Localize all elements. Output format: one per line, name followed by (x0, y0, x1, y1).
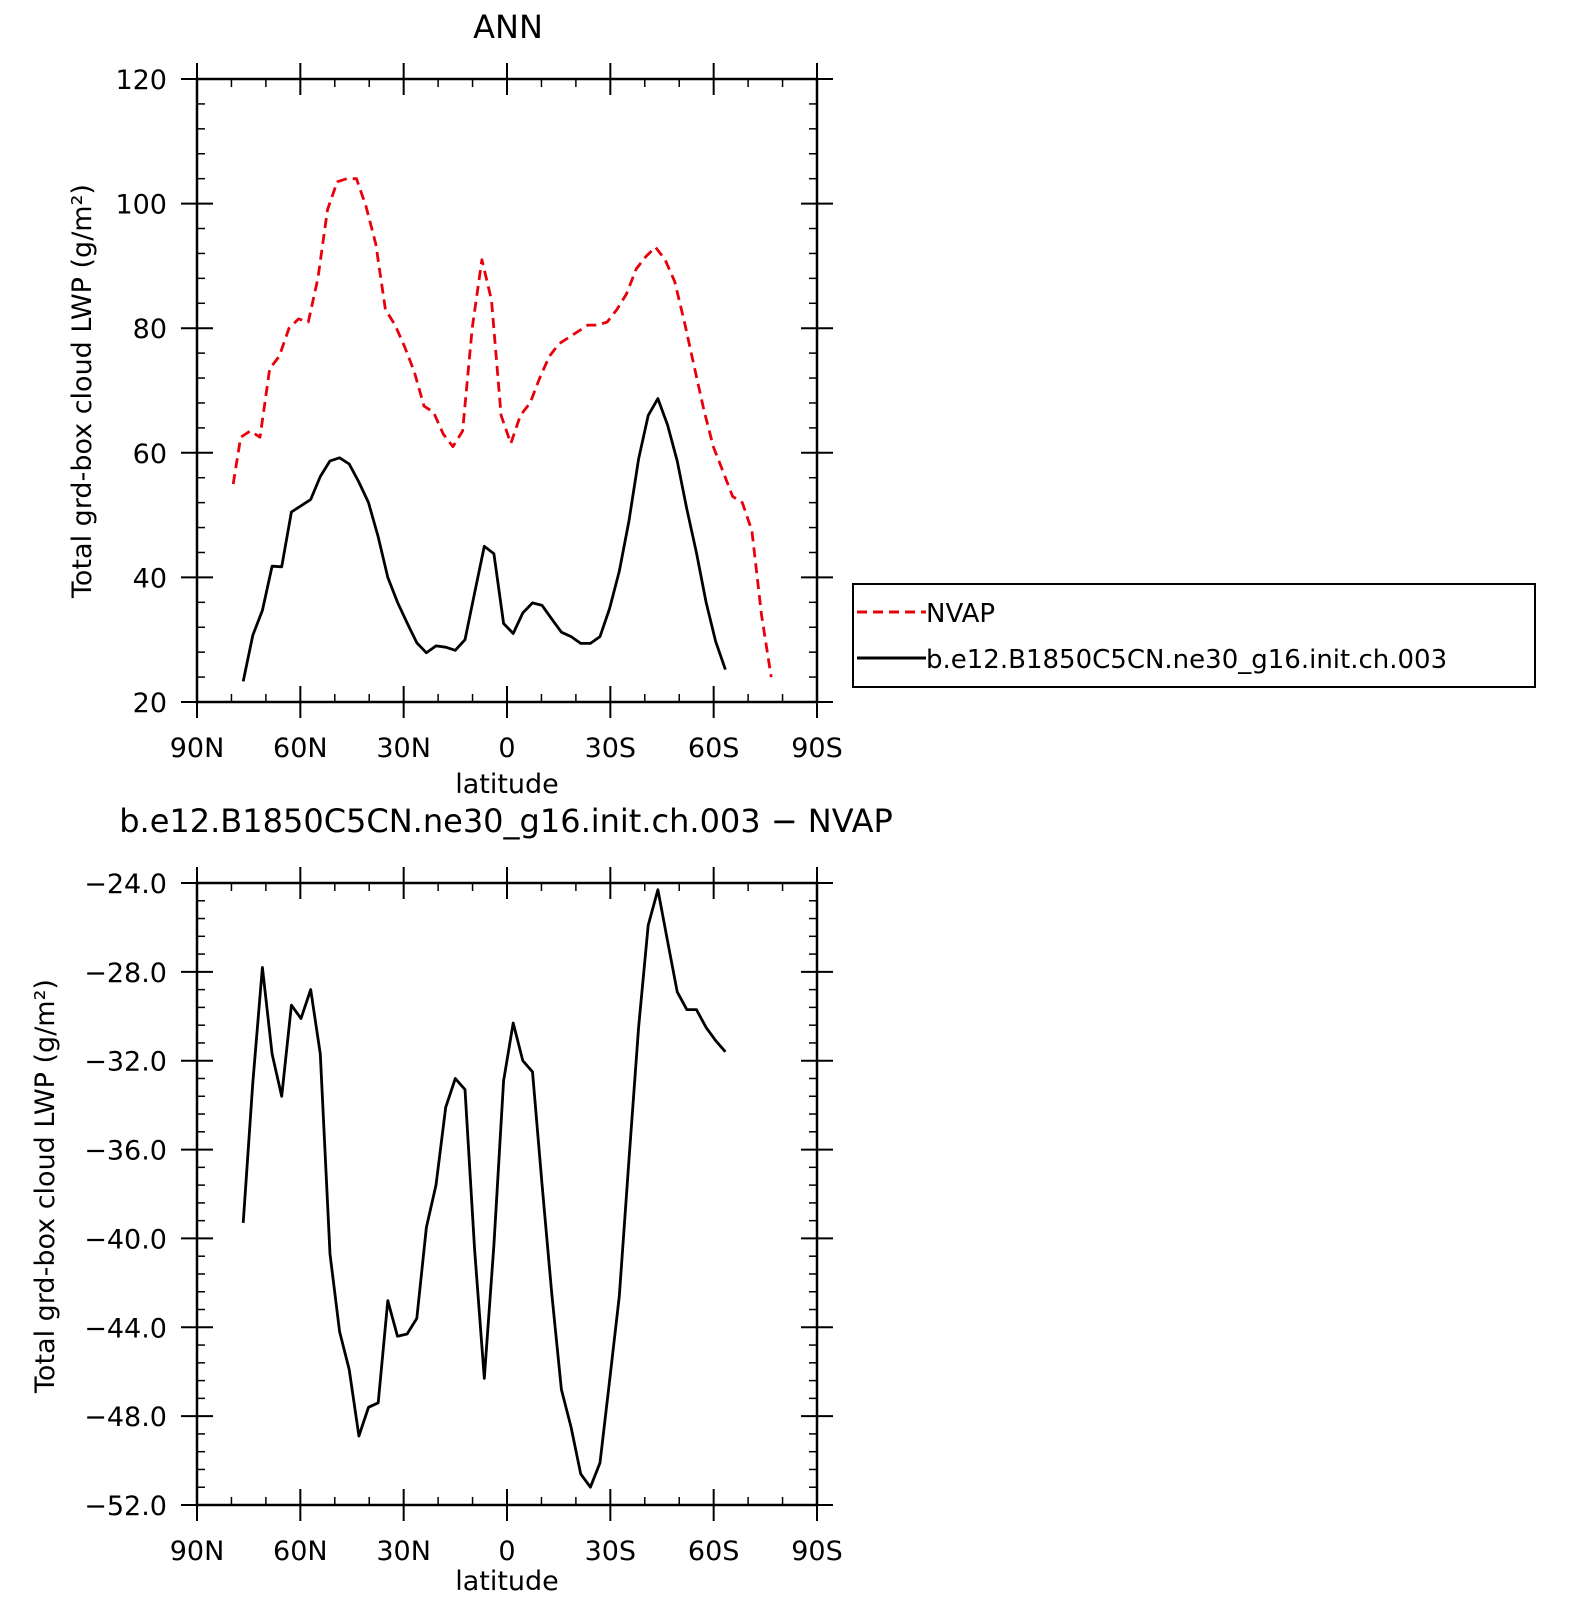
bottom-y-axis-label: Total grd-box cloud LWP (g/m²) (30, 979, 61, 1394)
chart0-x-tick-label: 30S (585, 733, 637, 764)
top-y-axis-label: Total grd-box cloud LWP (g/m²) (67, 184, 98, 599)
bottom-plot-area: −24.0 −28.0 −32.0 −36.0 −40.0 −44.0 −48.0 −52.0… (84, 867, 843, 1567)
chart0-x-tick-label: 60N (273, 733, 328, 764)
chart1-frame (195, 881, 819, 1507)
chart0-x-tick-label: 90N (170, 733, 225, 764)
chart1-y-tick-label: −24.0 (84, 869, 167, 900)
chart1-y-tick-label: −32.0 (84, 1047, 167, 1078)
legend-box (852, 583, 1536, 688)
chart0-y-tick-label: 40 (133, 563, 167, 594)
chart0-y-tick-label: 100 (115, 190, 167, 221)
chart1-y-tick-label: −36.0 (84, 1136, 167, 1167)
legend: NVAP b.e12.B1850C5CN.ne30_g16.init.ch.00… (852, 583, 1536, 688)
bottom-chart-title: b.e12.B1850C5CN.ne30_g16.init.ch.003 − N… (119, 802, 893, 840)
legend-label-nvap: NVAP (926, 599, 995, 629)
chart0-series-line-0 (231, 177, 773, 678)
chart1-y-tick-label: −40.0 (84, 1224, 167, 1255)
chart0-y-tick-label: 60 (133, 439, 167, 470)
chart0-frame (195, 77, 819, 704)
chart1-x-tick-label: 30N (376, 1536, 431, 1567)
chart0-series-line-1 (241, 397, 727, 682)
legend-label-model: b.e12.B1850C5CN.ne30_g16.init.ch.003 (926, 645, 1447, 675)
chart0-y-tick-label: 20 (133, 688, 167, 719)
chart0-x-tick-label: 30N (376, 733, 431, 764)
chart1-x-tick-label: 90S (791, 1536, 843, 1567)
top-chart-title: ANN (473, 8, 543, 46)
chart1-y-tick-label: −52.0 (84, 1491, 167, 1522)
chart1-series-line-0 (241, 888, 727, 1489)
top-x-axis-label: latitude (455, 769, 559, 800)
chart0-x-tick-label: 90S (791, 733, 843, 764)
chart0-y-tick-label: 120 (115, 65, 167, 96)
chart0-x-tick-label: 0 (498, 733, 515, 764)
bottom-panel: b.e12.B1850C5CN.ne30_g16.init.ch.003 − N… (30, 802, 893, 1597)
chart1-y-tick-label: −48.0 (84, 1402, 167, 1433)
chart1-x-tick-label: 90N (170, 1536, 225, 1567)
chart1-x-tick-label: 60S (688, 1536, 740, 1567)
chart0-x-tick-label: 60S (688, 733, 740, 764)
chart1-x-tick-label: 60N (273, 1536, 328, 1567)
bottom-x-axis-label: latitude (455, 1566, 559, 1597)
chart1-x-tick-label: 30S (585, 1536, 637, 1567)
chart0-y-tick-label: 80 (133, 314, 167, 345)
chart1-y-tick-label: −44.0 (84, 1313, 167, 1344)
top-panel: ANN Total grd-box cloud LWP (g/m²) 120 10… (67, 8, 1536, 800)
chart1-x-tick-label: 0 (498, 1536, 515, 1567)
chart1-y-tick-label: −28.0 (84, 958, 167, 989)
